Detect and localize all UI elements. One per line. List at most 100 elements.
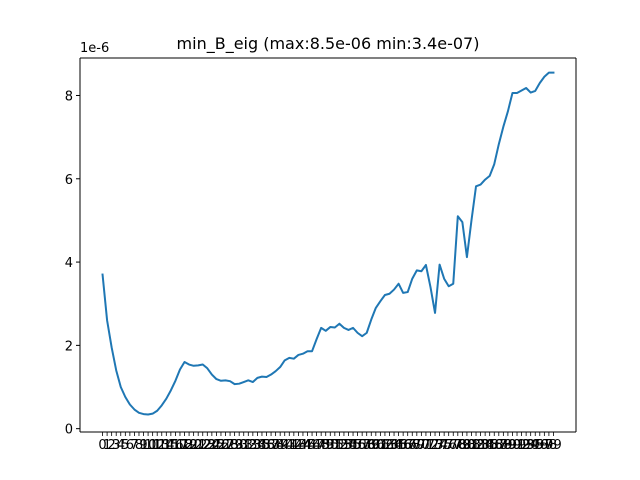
x-tick-label: 53 xyxy=(336,438,353,453)
x-tick-label: 99 xyxy=(545,438,562,453)
x-tick-label: 0 xyxy=(98,438,106,453)
x-tick-label: 98 xyxy=(541,438,558,453)
x-tick-label: 26 xyxy=(213,438,230,453)
x-tick-label: 41 xyxy=(281,438,298,453)
x-tick-label: 19 xyxy=(181,438,198,453)
x-tick-label: 47 xyxy=(308,438,325,453)
x-tick-label: 36 xyxy=(258,438,275,453)
x-tick-label: 24 xyxy=(204,438,221,453)
x-tick-label: 32 xyxy=(240,438,257,453)
x-tick-label: 17 xyxy=(172,438,189,453)
x-tick-label: 27 xyxy=(217,438,234,453)
x-tick-label: 49 xyxy=(317,438,334,453)
x-tick-label: 48 xyxy=(313,438,330,453)
x-tick-label: 10 xyxy=(140,438,157,453)
x-tick-label: 60 xyxy=(368,438,385,453)
x-tick-label: 42 xyxy=(286,438,303,453)
x-axis: 0123456789101112131415161718192021222324… xyxy=(98,432,562,453)
x-tick-label: 58 xyxy=(358,438,375,453)
x-tick-label: 55 xyxy=(345,438,362,453)
x-tick-label: 14 xyxy=(158,438,175,453)
x-tick-label: 20 xyxy=(185,438,202,453)
x-tick-label: 22 xyxy=(194,438,211,453)
y-tick-label: 4 xyxy=(65,256,73,271)
x-tick-label: 34 xyxy=(249,438,266,453)
y-axis-offset-label: 1e-6 xyxy=(80,41,109,56)
x-tick-label: 30 xyxy=(231,438,248,453)
x-tick-label: 29 xyxy=(226,438,243,453)
x-tick-label: 57 xyxy=(354,438,371,453)
x-tick-label: 52 xyxy=(331,438,348,453)
x-tick-label: 46 xyxy=(304,438,321,453)
x-tick-label: 2 xyxy=(108,438,116,453)
x-tick-label: 79 xyxy=(454,438,471,453)
x-tick-label: 35 xyxy=(254,438,271,453)
x-tick-label: 8 xyxy=(135,438,143,453)
x-tick-label: 15 xyxy=(163,438,180,453)
x-tick-label: 25 xyxy=(208,438,225,453)
x-tick-label: 85 xyxy=(481,438,498,453)
x-tick-label: 86 xyxy=(486,438,503,453)
x-tick-label: 75 xyxy=(436,438,453,453)
x-tick-label: 83 xyxy=(472,438,489,453)
x-tick-label: 31 xyxy=(235,438,252,453)
y-axis: 0 2 4 6 8 xyxy=(65,89,80,438)
series-line xyxy=(101,71,555,416)
x-tick-label: 64 xyxy=(386,438,403,453)
x-tick-label: 28 xyxy=(222,438,239,453)
x-tick-label: 90 xyxy=(504,438,521,453)
x-tick-label: 23 xyxy=(199,438,216,453)
x-tick-label: 87 xyxy=(491,438,508,453)
x-tick-label: 63 xyxy=(381,438,398,453)
x-tick-label: 3 xyxy=(112,438,120,453)
x-tick-label: 54 xyxy=(340,438,357,453)
x-tick-label: 9 xyxy=(139,438,147,453)
x-tick-label: 4 xyxy=(117,438,125,453)
x-tick-label: 96 xyxy=(532,438,549,453)
y-tick-label: 6 xyxy=(65,173,73,188)
x-tick-label: 59 xyxy=(363,438,380,453)
x-tick-label: 50 xyxy=(322,438,339,453)
x-tick-label: 7 xyxy=(130,438,138,453)
x-tick-label: 33 xyxy=(245,438,262,453)
x-tick-label: 18 xyxy=(176,438,193,453)
x-tick-label: 97 xyxy=(536,438,553,453)
x-tick-label: 76 xyxy=(440,438,457,453)
x-tick-label: 67 xyxy=(399,438,416,453)
x-tick-label: 95 xyxy=(527,438,544,453)
x-tick-label: 70 xyxy=(413,438,430,453)
x-tick-label: 84 xyxy=(477,438,494,453)
x-tick-label: 6 xyxy=(126,438,134,453)
x-tick-label: 78 xyxy=(450,438,467,453)
x-tick-label: 37 xyxy=(263,438,280,453)
x-tick-label: 89 xyxy=(500,438,517,453)
chart-title: min_B_eig (max:8.5e-06 min:3.4e-07) xyxy=(177,34,480,54)
x-tick-label: 73 xyxy=(427,438,444,453)
x-tick-label: 61 xyxy=(372,438,389,453)
x-tick-label: 45 xyxy=(299,438,316,453)
x-tick-label: 72 xyxy=(422,438,439,453)
x-tick-label: 56 xyxy=(349,438,366,453)
x-tick-label: 94 xyxy=(522,438,539,453)
x-tick-label: 92 xyxy=(513,438,530,453)
x-tick-label: 62 xyxy=(377,438,394,453)
x-tick-label: 13 xyxy=(153,438,170,453)
y-tick-label: 8 xyxy=(65,89,73,104)
y-tick-label: 2 xyxy=(65,339,73,354)
x-tick-label: 51 xyxy=(327,438,344,453)
x-tick-label: 38 xyxy=(267,438,284,453)
x-tick-label: 74 xyxy=(431,438,448,453)
x-tick-label: 11 xyxy=(144,438,161,453)
x-tick-label: 5 xyxy=(121,438,129,453)
x-tick-label: 81 xyxy=(463,438,480,453)
x-tick-label: 77 xyxy=(445,438,462,453)
x-tick-label: 65 xyxy=(390,438,407,453)
x-tick-label: 40 xyxy=(276,438,293,453)
x-tick-label: 21 xyxy=(190,438,207,453)
x-tick-label: 39 xyxy=(272,438,289,453)
x-tick-label: 12 xyxy=(149,438,166,453)
x-tick-label: 16 xyxy=(167,438,184,453)
x-tick-label: 91 xyxy=(509,438,526,453)
x-tick-label: 93 xyxy=(518,438,535,453)
